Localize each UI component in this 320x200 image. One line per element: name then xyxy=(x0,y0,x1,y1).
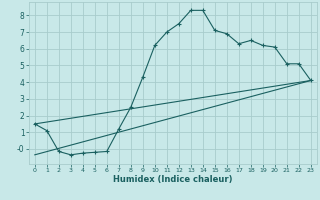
X-axis label: Humidex (Indice chaleur): Humidex (Indice chaleur) xyxy=(113,175,233,184)
